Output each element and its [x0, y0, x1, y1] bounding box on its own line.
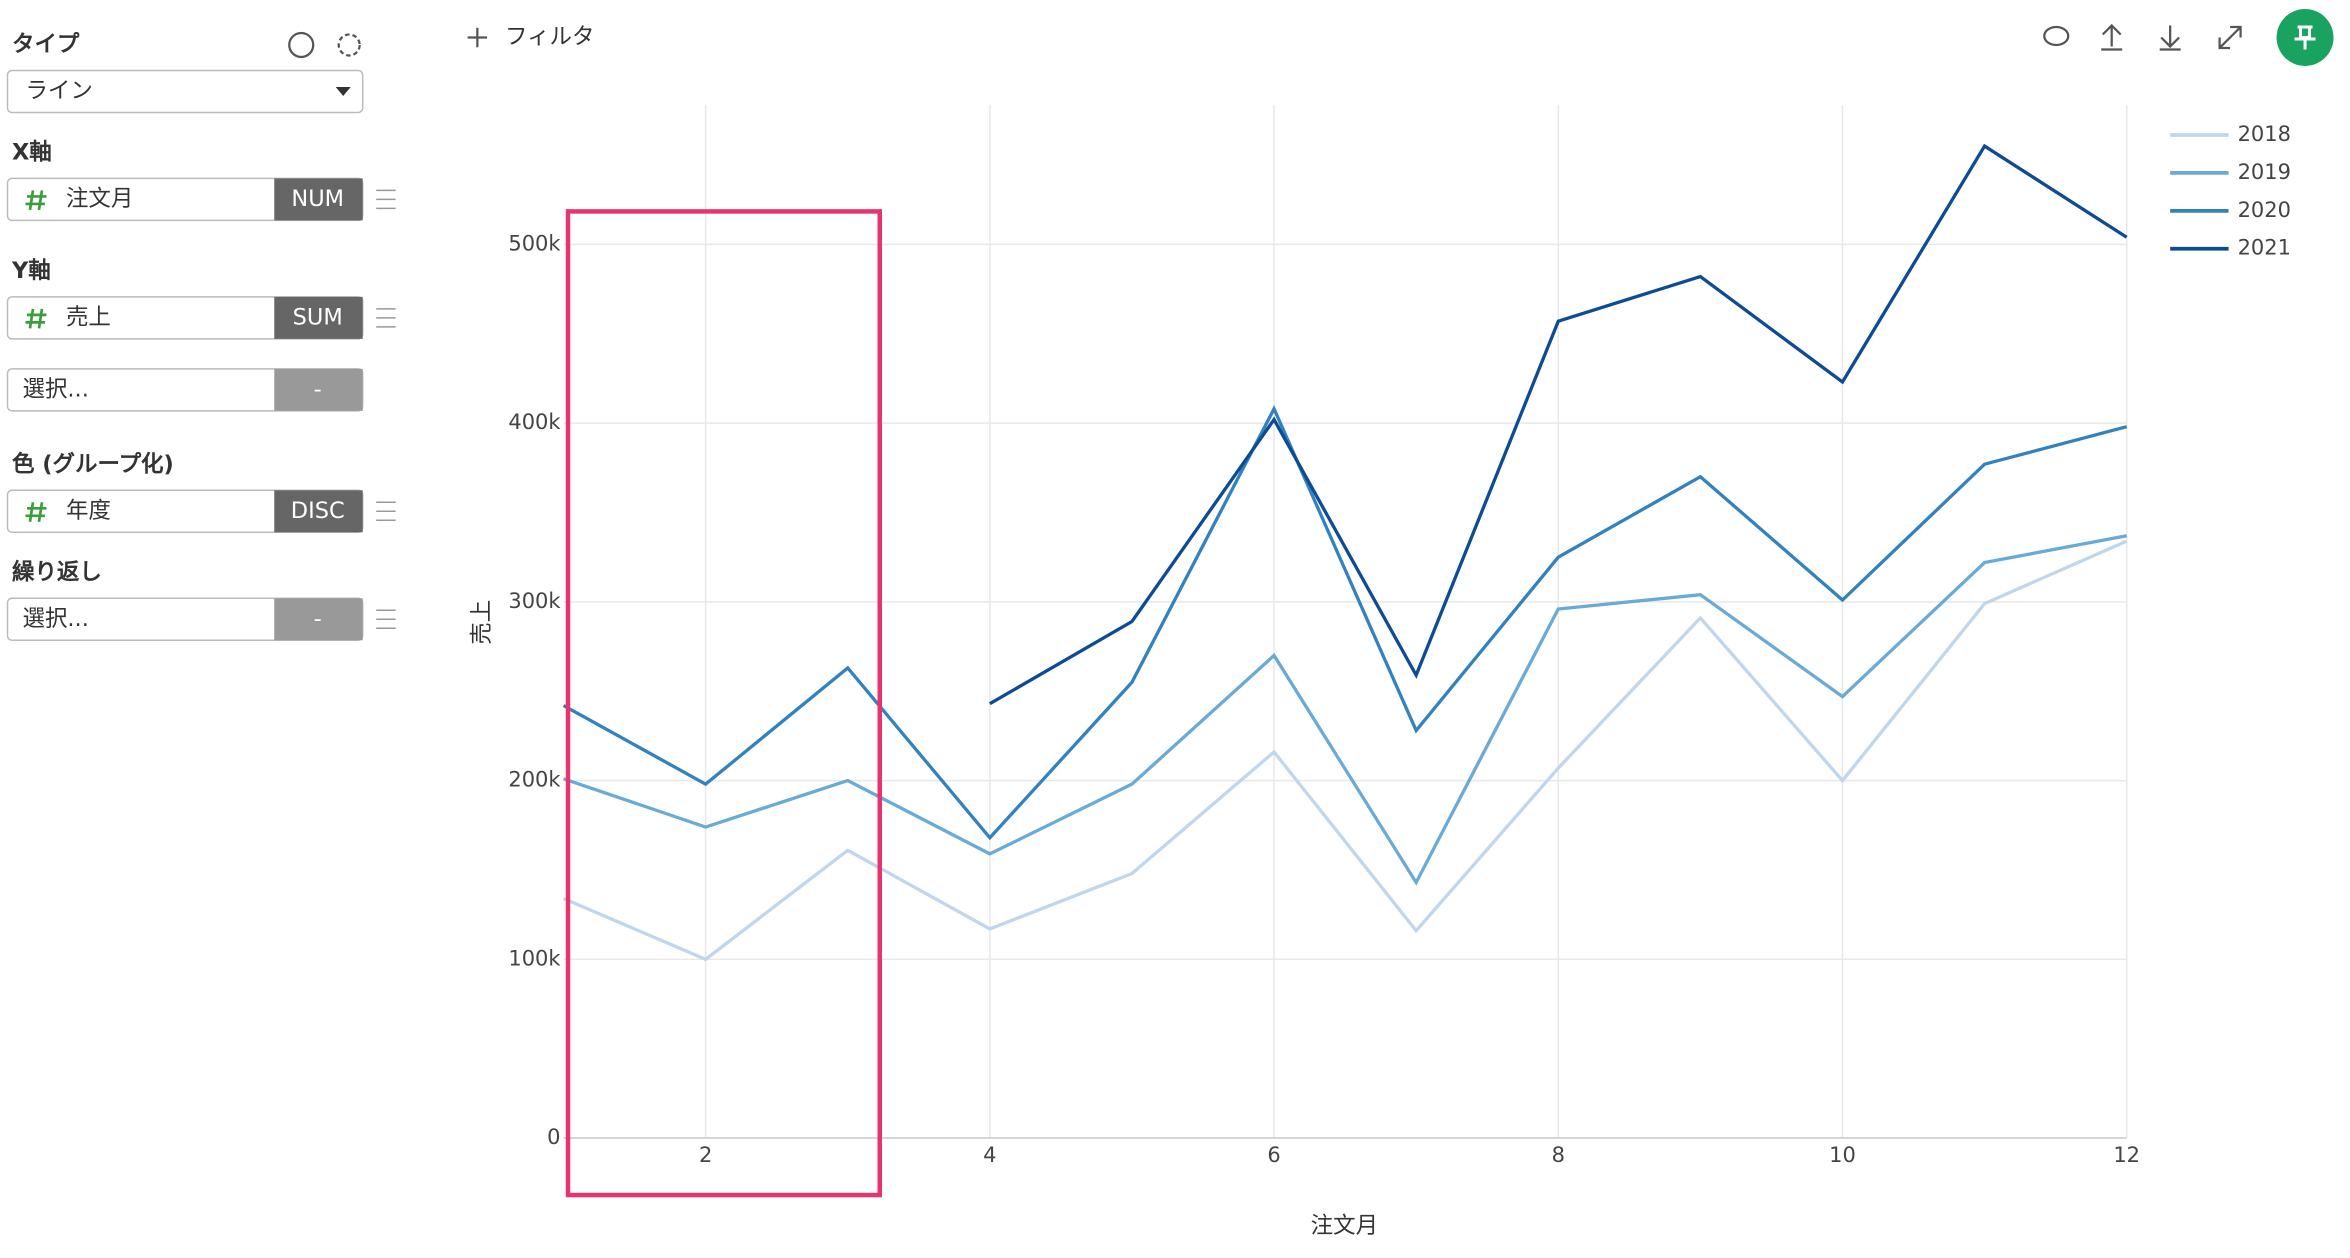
legend-label: 2019: [2238, 160, 2291, 184]
filter-button[interactable]: フィルタ: [505, 24, 594, 50]
y2-field-name: 選択...: [22, 376, 88, 402]
type-value: ライン: [25, 78, 92, 104]
help-icon[interactable]: [288, 31, 315, 59]
num-icon: [25, 190, 47, 211]
pin-icon: [2294, 25, 2316, 50]
x-tick-label: 4: [983, 1143, 996, 1167]
y2-tag[interactable]: [274, 368, 363, 411]
series-line: [562, 539, 2128, 962]
color-field-name: 年度: [66, 498, 111, 524]
settings-icon[interactable]: [337, 33, 361, 57]
dropdown-arrow: [335, 86, 351, 96]
y2-tag-text: -: [314, 376, 322, 402]
y-label: Y軸: [11, 258, 51, 284]
add-icon[interactable]: [467, 27, 488, 48]
y-field-name: 売上: [66, 304, 111, 330]
expand-icon[interactable]: [2218, 25, 2242, 50]
x-tag[interactable]: [274, 178, 363, 221]
sidebar: タイプ ライン X軸 注文月 NUM Y軸 売上 SUM 選択... - 色 (…: [6, 31, 396, 641]
repeat-field-name: 選択...: [22, 606, 88, 632]
color-tag[interactable]: [274, 490, 363, 533]
x-tick-label: 2: [699, 1143, 712, 1167]
x-tick-label: 12: [2113, 1143, 2140, 1167]
y-tick-label: 300k: [508, 589, 561, 613]
y-tick-label: 400k: [508, 410, 561, 434]
series-line: [562, 405, 2128, 841]
toolbar: フィルタ: [467, 8, 2334, 66]
x-tick-label: 8: [1552, 1143, 1565, 1167]
menu-icon[interactable]: [376, 189, 396, 210]
repeat-label: 繰り返し: [12, 558, 102, 585]
legend-label: 2018: [2238, 122, 2291, 146]
y-tick-label: 200k: [508, 768, 561, 792]
repeat-tag-text: -: [314, 606, 322, 632]
y-tick-label: 0: [547, 1125, 560, 1149]
type-select[interactable]: [6, 69, 364, 114]
legend-label: 2020: [2238, 198, 2291, 222]
legend-label: 2021: [2238, 236, 2291, 260]
download-icon[interactable]: [2159, 25, 2181, 51]
x-field-name: 注文月: [66, 186, 133, 212]
menu-icon[interactable]: [376, 308, 396, 328]
color-label: 色 (グループ化): [12, 450, 174, 477]
num-icon: [25, 502, 47, 522]
menu-icon[interactable]: [376, 609, 396, 629]
y-tick-label: 100k: [508, 946, 561, 970]
x-tag-text: NUM: [291, 186, 344, 212]
series-line: [562, 534, 2127, 886]
series-line: [989, 143, 2128, 706]
num-icon: [25, 308, 47, 329]
menu-icon[interactable]: [376, 501, 396, 522]
y-tick-label: 500k: [508, 231, 561, 255]
comment-icon[interactable]: [2043, 25, 2070, 47]
y-tag[interactable]: [274, 296, 363, 339]
chart: 売上 注文月 0 100k 200k 300k 400k 500k 2 4 6 8 10 12 2018…: [469, 104, 2291, 1239]
x-label: X軸: [12, 139, 52, 165]
x-axis-title: 注文月: [1311, 1213, 1378, 1239]
type-label: タイプ: [12, 31, 80, 57]
upload-icon[interactable]: [2101, 23, 2123, 51]
color-tag-text: DISC: [291, 498, 345, 524]
y-axis-title: 売上: [469, 600, 495, 645]
x-tick-label: 10: [1829, 1143, 1856, 1167]
y-tag-text: SUM: [293, 304, 343, 330]
x-tick-label: 6: [1267, 1143, 1280, 1167]
highlight-box: [565, 209, 882, 1198]
repeat-tag[interactable]: [274, 598, 363, 641]
